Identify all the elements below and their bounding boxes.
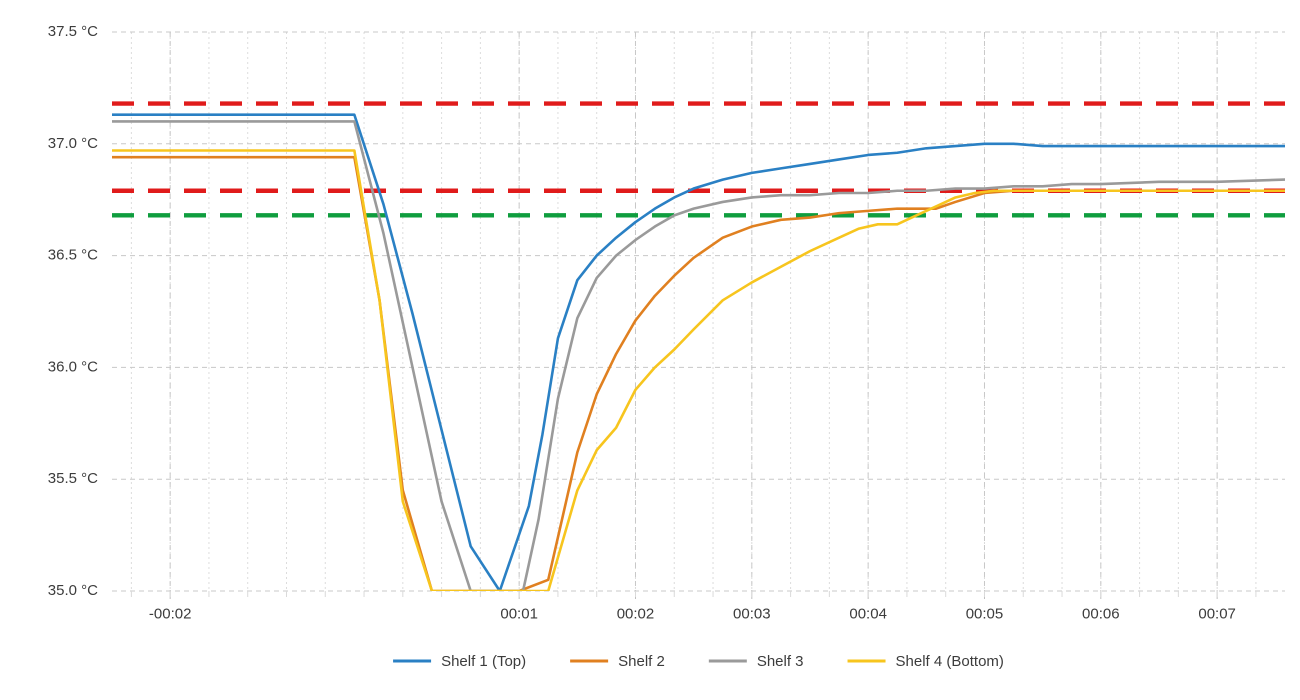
axis-tick-marks — [130, 591, 1257, 599]
legend-item-2[interactable]: Shelf 2 — [570, 653, 665, 670]
legend-item-label: Shelf 2 — [618, 653, 665, 670]
y-axis-tick-label: 37.5 °C — [48, 23, 98, 40]
legend-item-label: Shelf 1 (Top) — [441, 653, 526, 670]
legend-item-1[interactable]: Shelf 1 (Top) — [393, 653, 526, 670]
legend-item-3[interactable]: Shelf 3 — [708, 653, 804, 670]
x-axis-tick-label: 00:02 — [617, 605, 655, 622]
legend-item-label: Shelf 3 — [757, 653, 804, 670]
legend-item-label: Shelf 4 (Bottom) — [896, 653, 1004, 670]
y-axis-tick-labels: 35.0 °C 35.5 °C 36.0 °C 36.5 °C 37.0 °C 37.5 … — [48, 23, 98, 599]
x-axis-tick-label: 00:04 — [849, 605, 887, 622]
chart-legend[interactable]: Shelf 1 (Top) Shelf 2 Shelf 3 Shelf 4 (Bott… — [393, 653, 1004, 670]
x-axis-tick-label: 00:07 — [1198, 605, 1236, 622]
data-series-lines — [112, 113, 1285, 591]
x-axis-tick-label: 00:03 — [733, 605, 771, 622]
legend-item-4[interactable]: Shelf 4 (Bottom) — [847, 653, 1004, 670]
y-axis-tick-label: 37.0 °C — [48, 135, 98, 152]
x-axis-tick-label: 00:01 — [500, 605, 538, 622]
series-line-1 — [112, 113, 1285, 591]
minor-gridlines — [130, 32, 1257, 591]
x-axis-tick-label: 00:05 — [966, 605, 1004, 622]
y-axis-tick-label: 35.0 °C — [48, 582, 98, 599]
y-axis-tick-label: 36.0 °C — [48, 358, 98, 375]
x-axis-tick-labels: -00:02 00:01 00:02 00:03 00:04 00:05 00:06 00:0… — [149, 605, 1236, 622]
series-line-3 — [112, 120, 1285, 591]
x-axis-tick-label: -00:02 — [149, 605, 192, 622]
series-line-4 — [112, 149, 1285, 591]
y-axis-tick-label: 36.5 °C — [48, 247, 98, 264]
x-axis-tick-label: 00:06 — [1082, 605, 1120, 622]
y-axis-tick-label: 35.5 °C — [48, 470, 98, 487]
